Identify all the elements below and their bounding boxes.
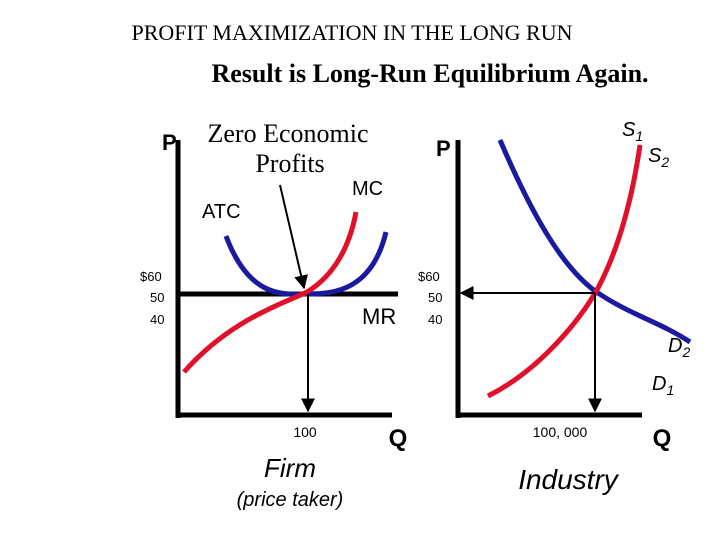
atc-curve <box>223 231 389 297</box>
atc-label: ATC <box>202 201 241 223</box>
d2-label: D2 <box>668 335 690 360</box>
title: PROFIT MAXIMIZATION IN THE LONG RUN <box>131 20 572 45</box>
price-label: 40 <box>150 312 164 327</box>
industry-p-label: P <box>436 136 451 161</box>
quantity-label: 100 <box>293 424 317 440</box>
s1-label: S1 <box>622 119 643 144</box>
letter: S <box>648 145 662 167</box>
price-label: 50 <box>428 290 442 305</box>
firm-p-label: P <box>162 130 177 155</box>
industry-name: Industry <box>518 464 620 495</box>
firm-name: Firm <box>264 453 316 483</box>
mr-label: MR <box>362 304 396 329</box>
s2-label: S2 <box>648 145 669 170</box>
note-line1: Zero Economic <box>208 119 369 148</box>
letter: S <box>622 119 636 141</box>
d1-label: D1 <box>652 373 674 398</box>
q-label: Q <box>389 425 408 452</box>
q-label: Q <box>653 425 672 452</box>
quantity-label: 100, 000 <box>533 424 588 440</box>
price-label: $60 <box>140 269 162 284</box>
mc-label: MC <box>352 178 383 200</box>
subscript: 2 <box>660 154 669 170</box>
firm-caption: (price taker) <box>237 489 344 511</box>
price-label: 50 <box>150 290 164 305</box>
letter: D <box>652 373 666 395</box>
subscript: 1 <box>635 128 643 144</box>
subtitle: Result is Long-Run Equilibrium Again. <box>211 59 648 88</box>
arrow <box>279 184 308 290</box>
demand-curve <box>497 139 692 345</box>
mc-curve <box>182 211 359 374</box>
letter: D <box>668 335 682 357</box>
price-label: $60 <box>418 269 440 284</box>
subscript: 1 <box>666 382 674 398</box>
note-line2: Profits <box>255 149 324 178</box>
subscript: 2 <box>681 344 690 360</box>
supply-curve <box>486 144 643 399</box>
price-label: 40 <box>428 312 442 327</box>
